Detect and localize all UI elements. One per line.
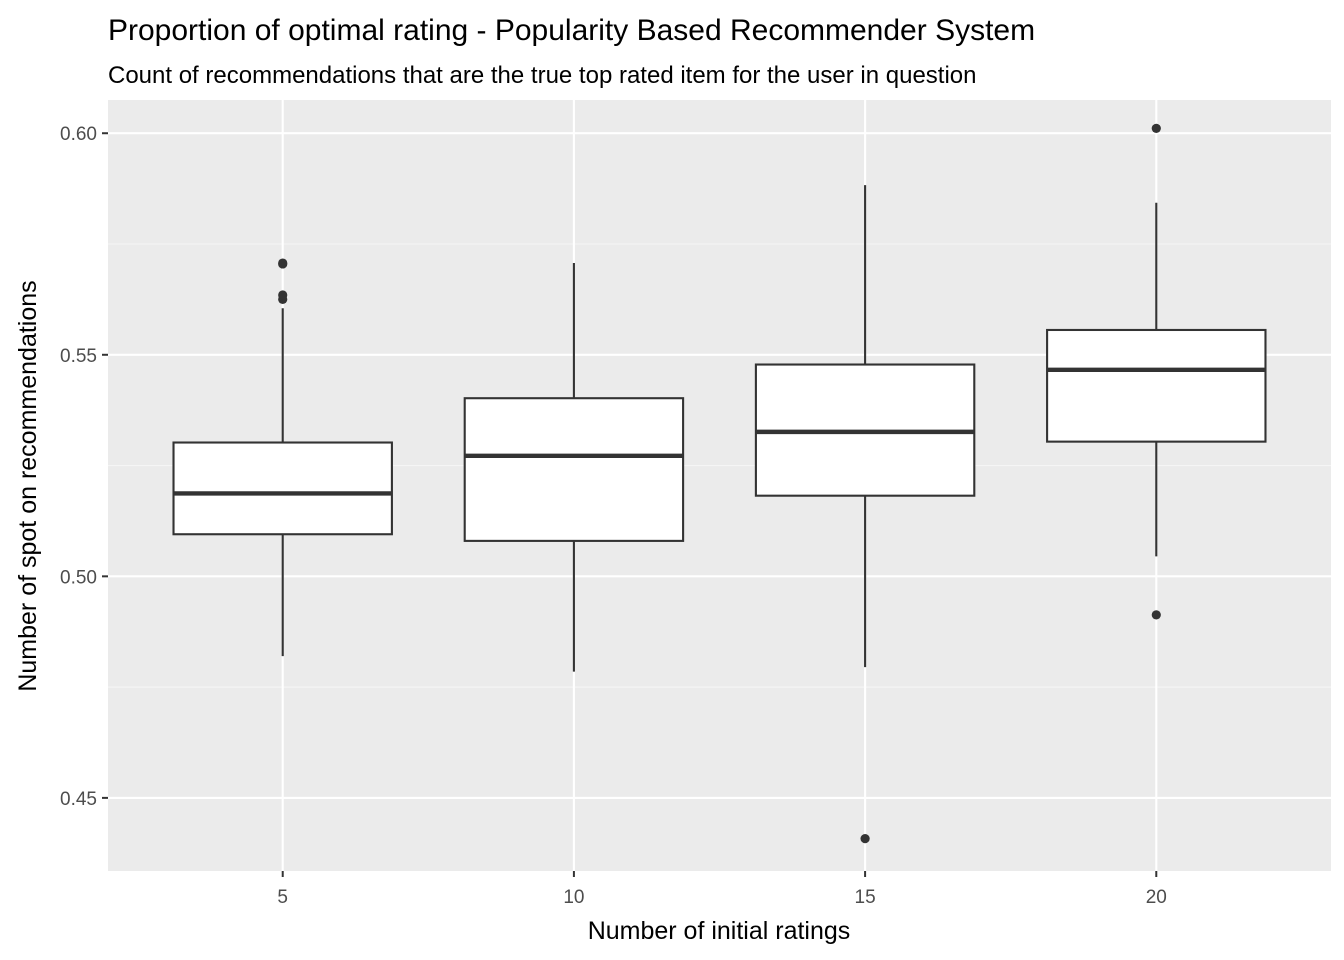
box-iqr bbox=[172, 441, 393, 536]
y-tick-label: 0.50 bbox=[60, 567, 97, 588]
outlier-point bbox=[278, 258, 288, 268]
box-group-10 bbox=[463, 263, 685, 672]
x-axis-title: Number of initial ratings bbox=[588, 917, 851, 945]
chart-title: Proportion of optimal rating - Popularit… bbox=[108, 14, 1035, 47]
box-iqr bbox=[1046, 328, 1267, 443]
outlier-point bbox=[1151, 123, 1161, 133]
chart-subtitle: Count of recommendations that are the tr… bbox=[108, 62, 977, 89]
y-tick-label: 0.45 bbox=[60, 789, 97, 810]
x-tick-label: 5 bbox=[277, 887, 288, 908]
boxplot-series bbox=[172, 123, 1267, 844]
y-tick-label: 0.60 bbox=[60, 124, 97, 145]
outlier-point bbox=[860, 834, 870, 844]
y-axis-title: Number of spot on recommendations bbox=[14, 280, 42, 691]
y-tick-label: 0.55 bbox=[60, 346, 97, 367]
outlier-point bbox=[1151, 610, 1161, 620]
axis-ticks: 0.45 0.50 0.55 0.60 5 10 15 20 bbox=[60, 124, 1167, 908]
box-iqr bbox=[463, 397, 685, 542]
x-tick-label: 10 bbox=[563, 887, 584, 908]
outlier-point bbox=[278, 290, 288, 300]
x-tick-label: 15 bbox=[855, 887, 876, 908]
box-group-15 bbox=[754, 185, 976, 844]
box-group-5 bbox=[172, 258, 393, 657]
box-group-20 bbox=[1046, 123, 1267, 620]
x-tick-label: 20 bbox=[1146, 887, 1167, 908]
